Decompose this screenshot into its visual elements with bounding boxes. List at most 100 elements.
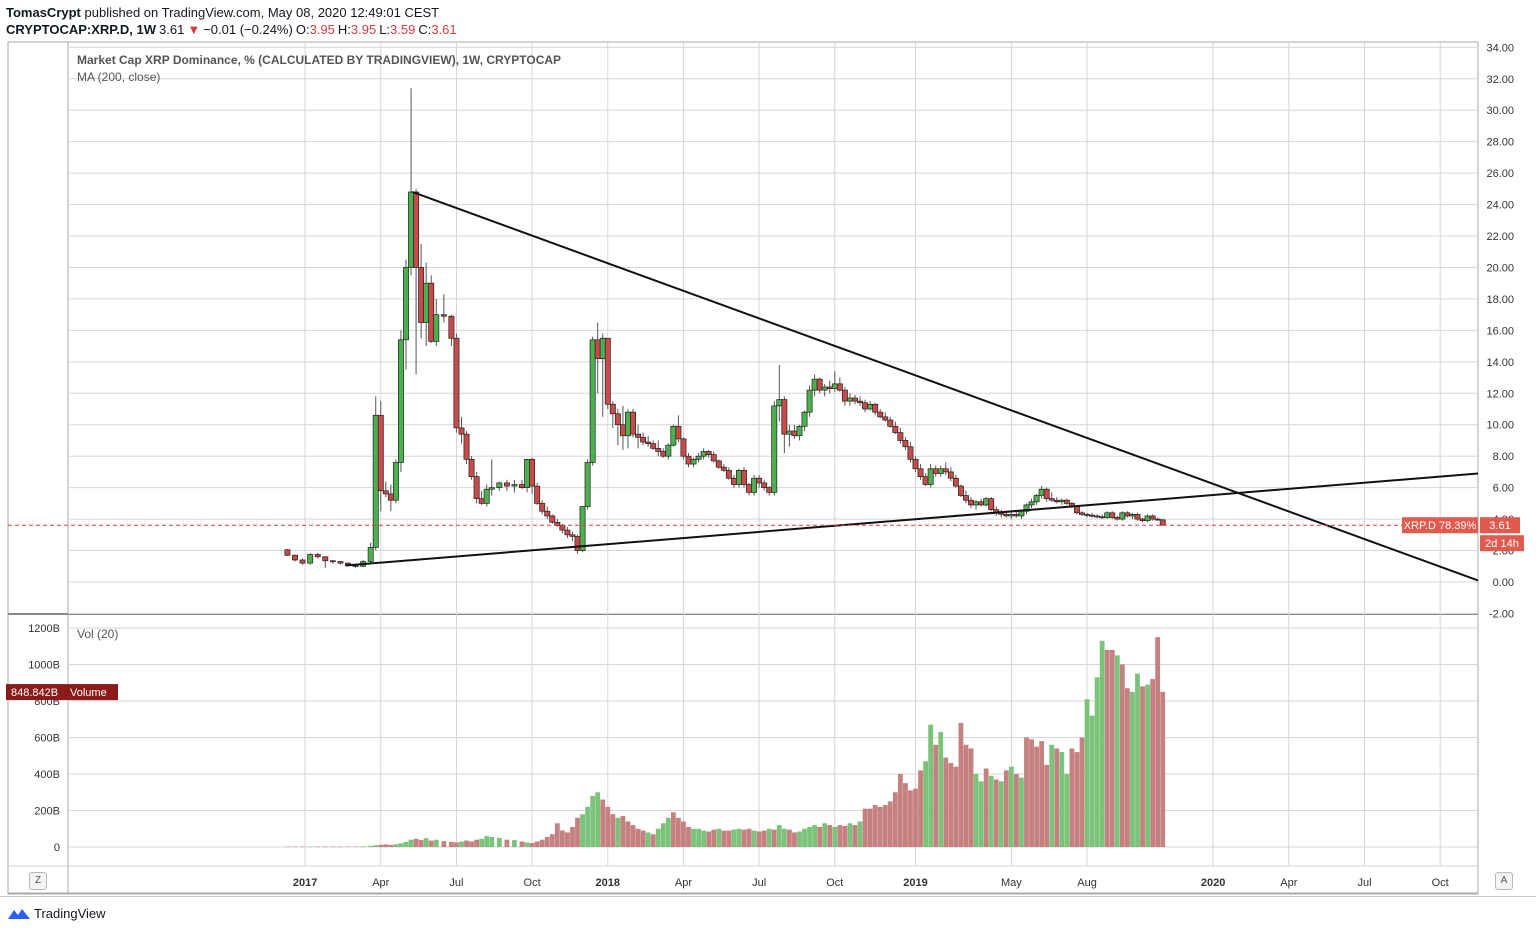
candle [1134,512,1141,521]
candle-body [329,560,336,563]
candle-body [594,339,601,360]
volume-bar [701,830,707,847]
high-value: 3.95 [350,22,377,37]
author-name[interactable]: TomasCrypt [6,5,81,20]
candle-body [877,411,884,418]
candle-body [1073,506,1080,514]
volume-bar [570,826,575,847]
volume-bar [383,844,389,847]
candle [483,484,490,507]
volume-bar [413,838,419,847]
volume-bar [1003,770,1009,847]
volume-tick-label: 1200B [28,623,60,635]
candle-body [776,399,783,407]
price-tag-bg [1480,517,1520,534]
candle-body [635,433,642,438]
candle [403,259,409,370]
volume-bar [595,792,601,847]
candle-body [1089,514,1096,517]
volume-bar [534,841,540,847]
candle [912,456,919,472]
volume-tag-value: 848.842B [11,687,58,699]
volume-bar [903,783,908,847]
candle [892,421,899,435]
candle [1033,493,1040,505]
candle-body [398,339,404,463]
volume-bar [307,846,313,848]
candle [841,386,848,406]
symbol-tag-label: XRP.D 78.39% [1404,520,1477,532]
open-value: 3.95 [309,22,335,37]
candle [307,552,314,565]
candle-body [292,554,298,561]
volume-bar [403,841,409,847]
auto-scale-z-button[interactable]: Z [29,872,47,890]
price-chart[interactable]: 34.00 32.00 30.00 28.00 26.00 24.00 22.00 20.00… [0,0,1536,896]
candle [852,394,858,405]
candle-body [503,482,510,487]
volume-bar [993,779,999,847]
candle [614,409,621,446]
candle-body [902,440,909,448]
volume-bar [464,840,469,847]
candle-body [645,441,652,444]
volume-bar [792,832,797,847]
volume-bar [847,823,853,847]
time-tick-label: Oct [524,877,541,889]
candle-body [841,389,848,402]
candle-body [1013,514,1020,517]
symbol-tag-bg [1402,517,1478,534]
volume-bar [393,844,399,847]
candle-body [387,493,394,501]
volume-bar [776,825,782,847]
candle-body [463,433,470,460]
low-label: L: [379,22,391,37]
footer-bar: TradingView [0,896,1536,932]
price-tick-label: 28.00 [1486,137,1514,149]
candle [458,416,465,444]
candle [473,471,480,504]
candle [927,464,934,488]
candle-body [428,282,435,342]
volume-bar [726,830,732,847]
candle-body [299,559,306,564]
candle [503,479,510,491]
candle [549,514,556,524]
time-tick-label: Jul [752,877,766,889]
volume-bar [650,834,656,847]
candle-body [377,414,384,492]
descending-trendline [411,191,1479,582]
volume-bar [1155,637,1161,847]
candle [1109,511,1116,520]
candle [771,401,778,496]
candle-body [973,501,980,506]
volume-bar [691,828,696,847]
volume-bar [479,838,485,847]
volume-bar [978,781,984,847]
candle [801,410,808,432]
volume-bar [605,806,611,847]
volume-bar [973,774,979,847]
volume-bar [378,844,384,847]
volume-bar [817,826,823,847]
candle [1023,503,1030,515]
candle [942,462,949,476]
candle-body [887,419,894,427]
auto-scale-a-button[interactable]: A [1495,872,1513,890]
volume-bar [524,842,530,847]
tradingview-logo[interactable]: TradingView [8,906,106,921]
volume-bar [1130,691,1135,847]
candle-body [978,501,985,506]
volume-bar [736,828,742,847]
price-tick-label: 26.00 [1486,168,1514,180]
volume-bar [433,839,439,847]
candle-body [322,556,329,562]
price-tag-label: 3.61 [1489,520,1510,532]
volume-bar [1145,684,1150,847]
volume-tick-label: 400B [34,769,60,781]
price-grid [68,46,1478,614]
volume-bar [721,830,727,847]
volume-bar [857,821,863,847]
candle [952,475,959,488]
candle-body [897,432,904,441]
